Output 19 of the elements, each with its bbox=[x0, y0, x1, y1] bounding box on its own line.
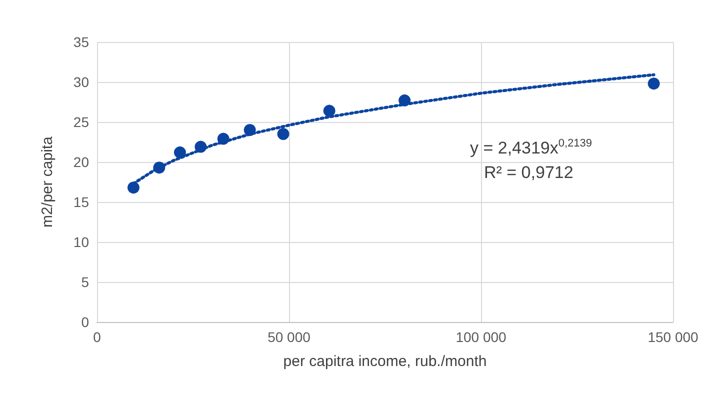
point bbox=[648, 78, 660, 90]
point bbox=[277, 128, 290, 140]
x-tick-label: 100 000 bbox=[456, 329, 507, 345]
point bbox=[127, 182, 140, 194]
point bbox=[323, 104, 336, 117]
y-tick-label: 35 bbox=[73, 34, 90, 50]
y-tick-label: 20 bbox=[73, 154, 90, 170]
y-tick-label: 10 bbox=[73, 234, 90, 250]
y-tick-label: 5 bbox=[81, 274, 90, 290]
y-tick-label: 0 bbox=[81, 314, 90, 330]
x-axis-title: per capitra income, rub./month bbox=[283, 353, 487, 370]
x-tick-label: 50 000 bbox=[268, 329, 311, 345]
y-axis-title: m2/per capita bbox=[39, 136, 56, 228]
annotation: R² = 0,9712 bbox=[484, 163, 574, 182]
y-tick-label: 25 bbox=[73, 114, 90, 130]
x-tick-label: 0 bbox=[93, 329, 102, 345]
y-tick-label: 30 bbox=[73, 74, 90, 90]
x-tick-label: 150 000 bbox=[648, 329, 699, 345]
y-tick-label: 15 bbox=[73, 194, 90, 210]
